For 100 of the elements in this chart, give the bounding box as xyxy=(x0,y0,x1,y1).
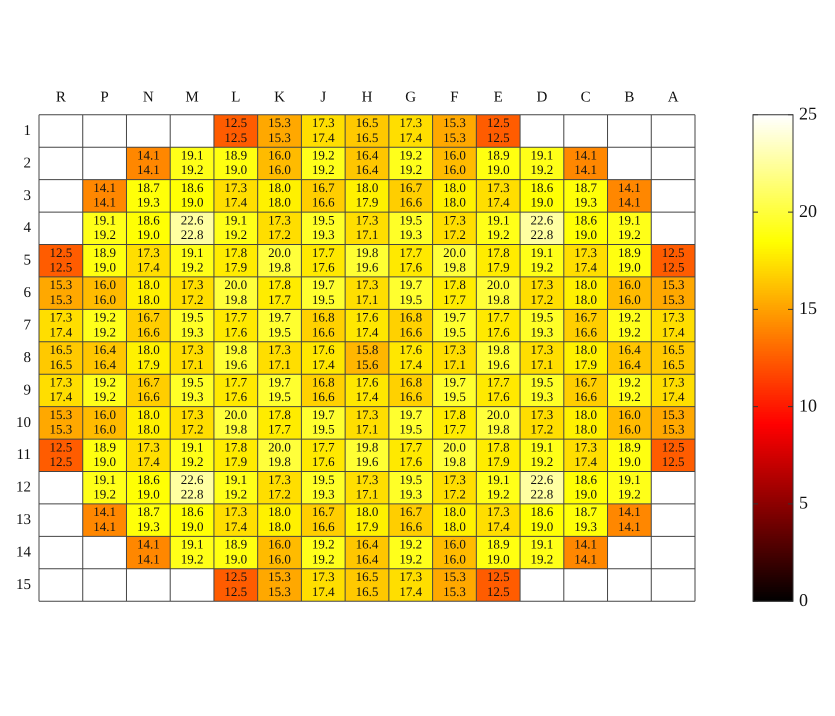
data-label: 16.0 16.0 xyxy=(618,406,641,437)
data-label: 18.9 19.0 xyxy=(486,147,510,178)
data-label: 16.0 16.0 xyxy=(268,536,291,566)
data-label: 18.0 18.0 xyxy=(136,277,160,307)
data-label: 17.8 17.9 xyxy=(486,439,510,470)
data-label: 19.1 19.2 xyxy=(180,439,204,470)
data-label: 15.3 15.3 xyxy=(443,115,466,145)
data-label: 15.8 15.6 xyxy=(356,342,379,372)
x-tick-label: D xyxy=(536,90,548,106)
data-label: 19.1 19.2 xyxy=(180,244,204,275)
data-label: 15.3 15.3 xyxy=(662,277,685,307)
data-label: 19.7 19.5 xyxy=(399,277,423,307)
data-label: 16.0 16.0 xyxy=(93,406,116,437)
data-label: 18.0 17.9 xyxy=(356,504,378,534)
data-label: 17.8 17.7 xyxy=(268,277,292,307)
data-label: 19.1 19.2 xyxy=(180,147,204,178)
data-label: 19.1 19.2 xyxy=(618,212,641,242)
data-label: 20.0 19.8 xyxy=(268,244,291,275)
y-tick-label: 7 xyxy=(24,318,32,334)
data-label: 16.5 16.5 xyxy=(356,115,378,145)
data-label: 17.6 17.4 xyxy=(399,342,423,372)
data-label: 12.5 12.5 xyxy=(662,439,685,470)
data-label: 14.1 14.1 xyxy=(574,536,598,566)
data-label: 18.9 19.0 xyxy=(93,439,116,470)
data-label: 15.3 15.3 xyxy=(49,277,72,307)
data-label: 14.1 14.1 xyxy=(93,504,116,534)
y-tick-label: 3 xyxy=(24,188,31,204)
data-label: 17.3 17.1 xyxy=(180,342,204,372)
data-label: 17.3 17.4 xyxy=(662,374,686,404)
data-label: 19.5 19.3 xyxy=(312,212,335,242)
x-tick-label: R xyxy=(56,90,66,106)
data-label: 19.7 19.5 xyxy=(268,310,292,340)
data-label: 19.2 19.2 xyxy=(312,536,335,566)
data-label: 19.5 19.3 xyxy=(530,374,554,404)
data-label: 20.0 19.8 xyxy=(486,277,510,307)
data-label: 17.3 17.4 xyxy=(224,504,248,534)
data-label: 17.3 17.1 xyxy=(356,212,378,242)
data-label: 17.8 17.7 xyxy=(443,277,466,307)
data-label: 22.6 22.8 xyxy=(180,472,204,502)
data-label: 12.5 12.5 xyxy=(486,569,510,599)
data-label: 12.5 12.5 xyxy=(486,115,510,145)
data-label: 19.2 19.2 xyxy=(93,310,116,340)
data-label: 19.1 19.2 xyxy=(530,439,554,470)
data-label: 17.8 17.9 xyxy=(224,439,248,470)
data-label: 18.6 19.0 xyxy=(180,180,204,210)
y-tick-label: 14 xyxy=(16,544,32,560)
data-label: 16.0 16.0 xyxy=(443,536,466,566)
data-label: 15.3 15.3 xyxy=(268,569,291,599)
data-label: 17.8 17.7 xyxy=(443,406,466,437)
data-label: 18.0 18.0 xyxy=(136,406,160,437)
data-label: 14.1 14.1 xyxy=(618,180,641,210)
data-label: 17.3 17.4 xyxy=(662,310,686,340)
data-label: 12.5 12.5 xyxy=(662,244,685,275)
data-label: 19.2 19.2 xyxy=(618,310,641,340)
data-label: 19.1 19.2 xyxy=(618,472,641,502)
color-bar-label: 5 xyxy=(799,492,808,513)
data-label: 14.1 14.1 xyxy=(136,536,160,566)
x-tick-label: N xyxy=(142,90,154,106)
data-label: 22.6 22.8 xyxy=(530,212,554,242)
data-label: 18.6 19.0 xyxy=(136,472,160,502)
data-label: 17.3 17.1 xyxy=(356,472,378,502)
x-tick-label: G xyxy=(405,90,416,106)
data-label: 17.3 17.1 xyxy=(268,342,291,372)
data-label: 16.7 16.6 xyxy=(574,374,598,404)
data-label: 17.3 17.2 xyxy=(180,406,204,437)
data-label: 14.1 14.1 xyxy=(574,147,598,178)
data-label: 18.7 19.3 xyxy=(136,504,160,534)
data-label: 19.1 19.2 xyxy=(224,212,248,242)
x-tick-label: B xyxy=(624,90,634,106)
data-label: 18.0 18.0 xyxy=(443,504,466,534)
data-label: 19.1 19.2 xyxy=(486,212,510,242)
data-label: 17.3 17.2 xyxy=(268,472,291,502)
data-label: 19.1 19.2 xyxy=(530,147,554,178)
data-label: 18.9 19.0 xyxy=(486,536,510,566)
data-label: 17.7 17.6 xyxy=(486,310,510,340)
data-label: 17.3 17.4 xyxy=(312,115,336,145)
data-label: 20.0 19.8 xyxy=(224,277,248,307)
data-label: 17.3 17.4 xyxy=(312,569,336,599)
data-label: 16.7 16.6 xyxy=(399,180,423,210)
y-tick-label: 12 xyxy=(16,480,31,496)
data-label: 17.3 17.2 xyxy=(530,406,554,437)
data-label: 19.5 19.3 xyxy=(180,310,204,340)
data-label: 18.0 17.9 xyxy=(574,342,598,372)
data-label: 17.3 17.2 xyxy=(443,472,466,502)
data-label: 17.3 17.4 xyxy=(574,439,598,470)
x-tick-label: L xyxy=(231,90,240,106)
data-label: 18.0 18.0 xyxy=(574,277,598,307)
data-label: 15.3 15.3 xyxy=(443,569,466,599)
data-label: 19.1 19.2 xyxy=(486,472,510,502)
data-label: 12.5 12.5 xyxy=(224,115,248,145)
data-label: 19.1 19.2 xyxy=(93,212,116,242)
data-label: 17.3 17.4 xyxy=(136,439,160,470)
color-bar-label: 20 xyxy=(799,200,817,221)
data-label: 17.7 17.6 xyxy=(312,244,336,275)
y-tick-label: 9 xyxy=(24,382,31,398)
data-label: 16.5 16.5 xyxy=(356,569,378,599)
data-label: 19.7 19.5 xyxy=(268,374,292,404)
data-label: 17.7 17.6 xyxy=(224,310,248,340)
data-label: 17.6 17.4 xyxy=(356,374,379,404)
data-label: 20.0 19.8 xyxy=(224,406,248,437)
